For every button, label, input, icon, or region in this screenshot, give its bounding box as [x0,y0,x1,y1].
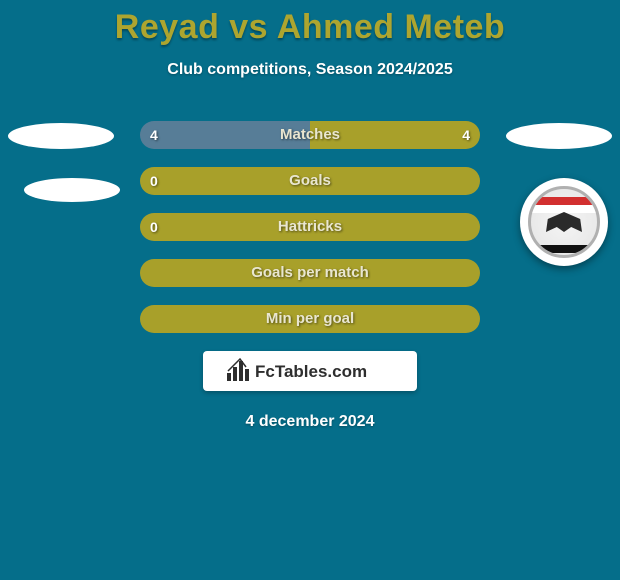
badge-stripe-black [531,245,597,253]
stat-row: Goals per match [140,259,480,287]
fctables-logo: FcTables.com [203,351,417,391]
stat-row: Matches4 4 [140,121,480,149]
stat-value-left: 0 [150,213,158,241]
stat-row: Hattricks0 [140,213,480,241]
team-badge-right [520,178,608,266]
stat-value-right: 4 [462,121,470,149]
page-title: Reyad vs Ahmed Meteb [0,0,620,47]
stat-value-left: 0 [150,167,158,195]
team-badge-inner [528,186,600,258]
stat-label: Hattricks [140,213,480,241]
date-label: 4 december 2024 [0,413,620,431]
stat-value-left: 4 [150,121,158,149]
stat-row: Min per goal [140,305,480,333]
decor-ellipse-right [506,123,612,149]
subtitle: Club competitions, Season 2024/2025 [0,61,620,79]
decor-ellipse-left [8,123,114,149]
decor-ellipse-left-2 [24,178,120,202]
stat-label: Goals [140,167,480,195]
badge-stripe-white [531,205,597,213]
badge-stripe-red [531,197,597,205]
logo-text: FcTables.com [255,362,367,381]
stat-label: Goals per match [140,259,480,287]
stat-row: Goals0 [140,167,480,195]
bars-icon [227,359,249,381]
stat-label: Min per goal [140,305,480,333]
eagle-icon [546,212,582,232]
stat-label: Matches [140,121,480,149]
